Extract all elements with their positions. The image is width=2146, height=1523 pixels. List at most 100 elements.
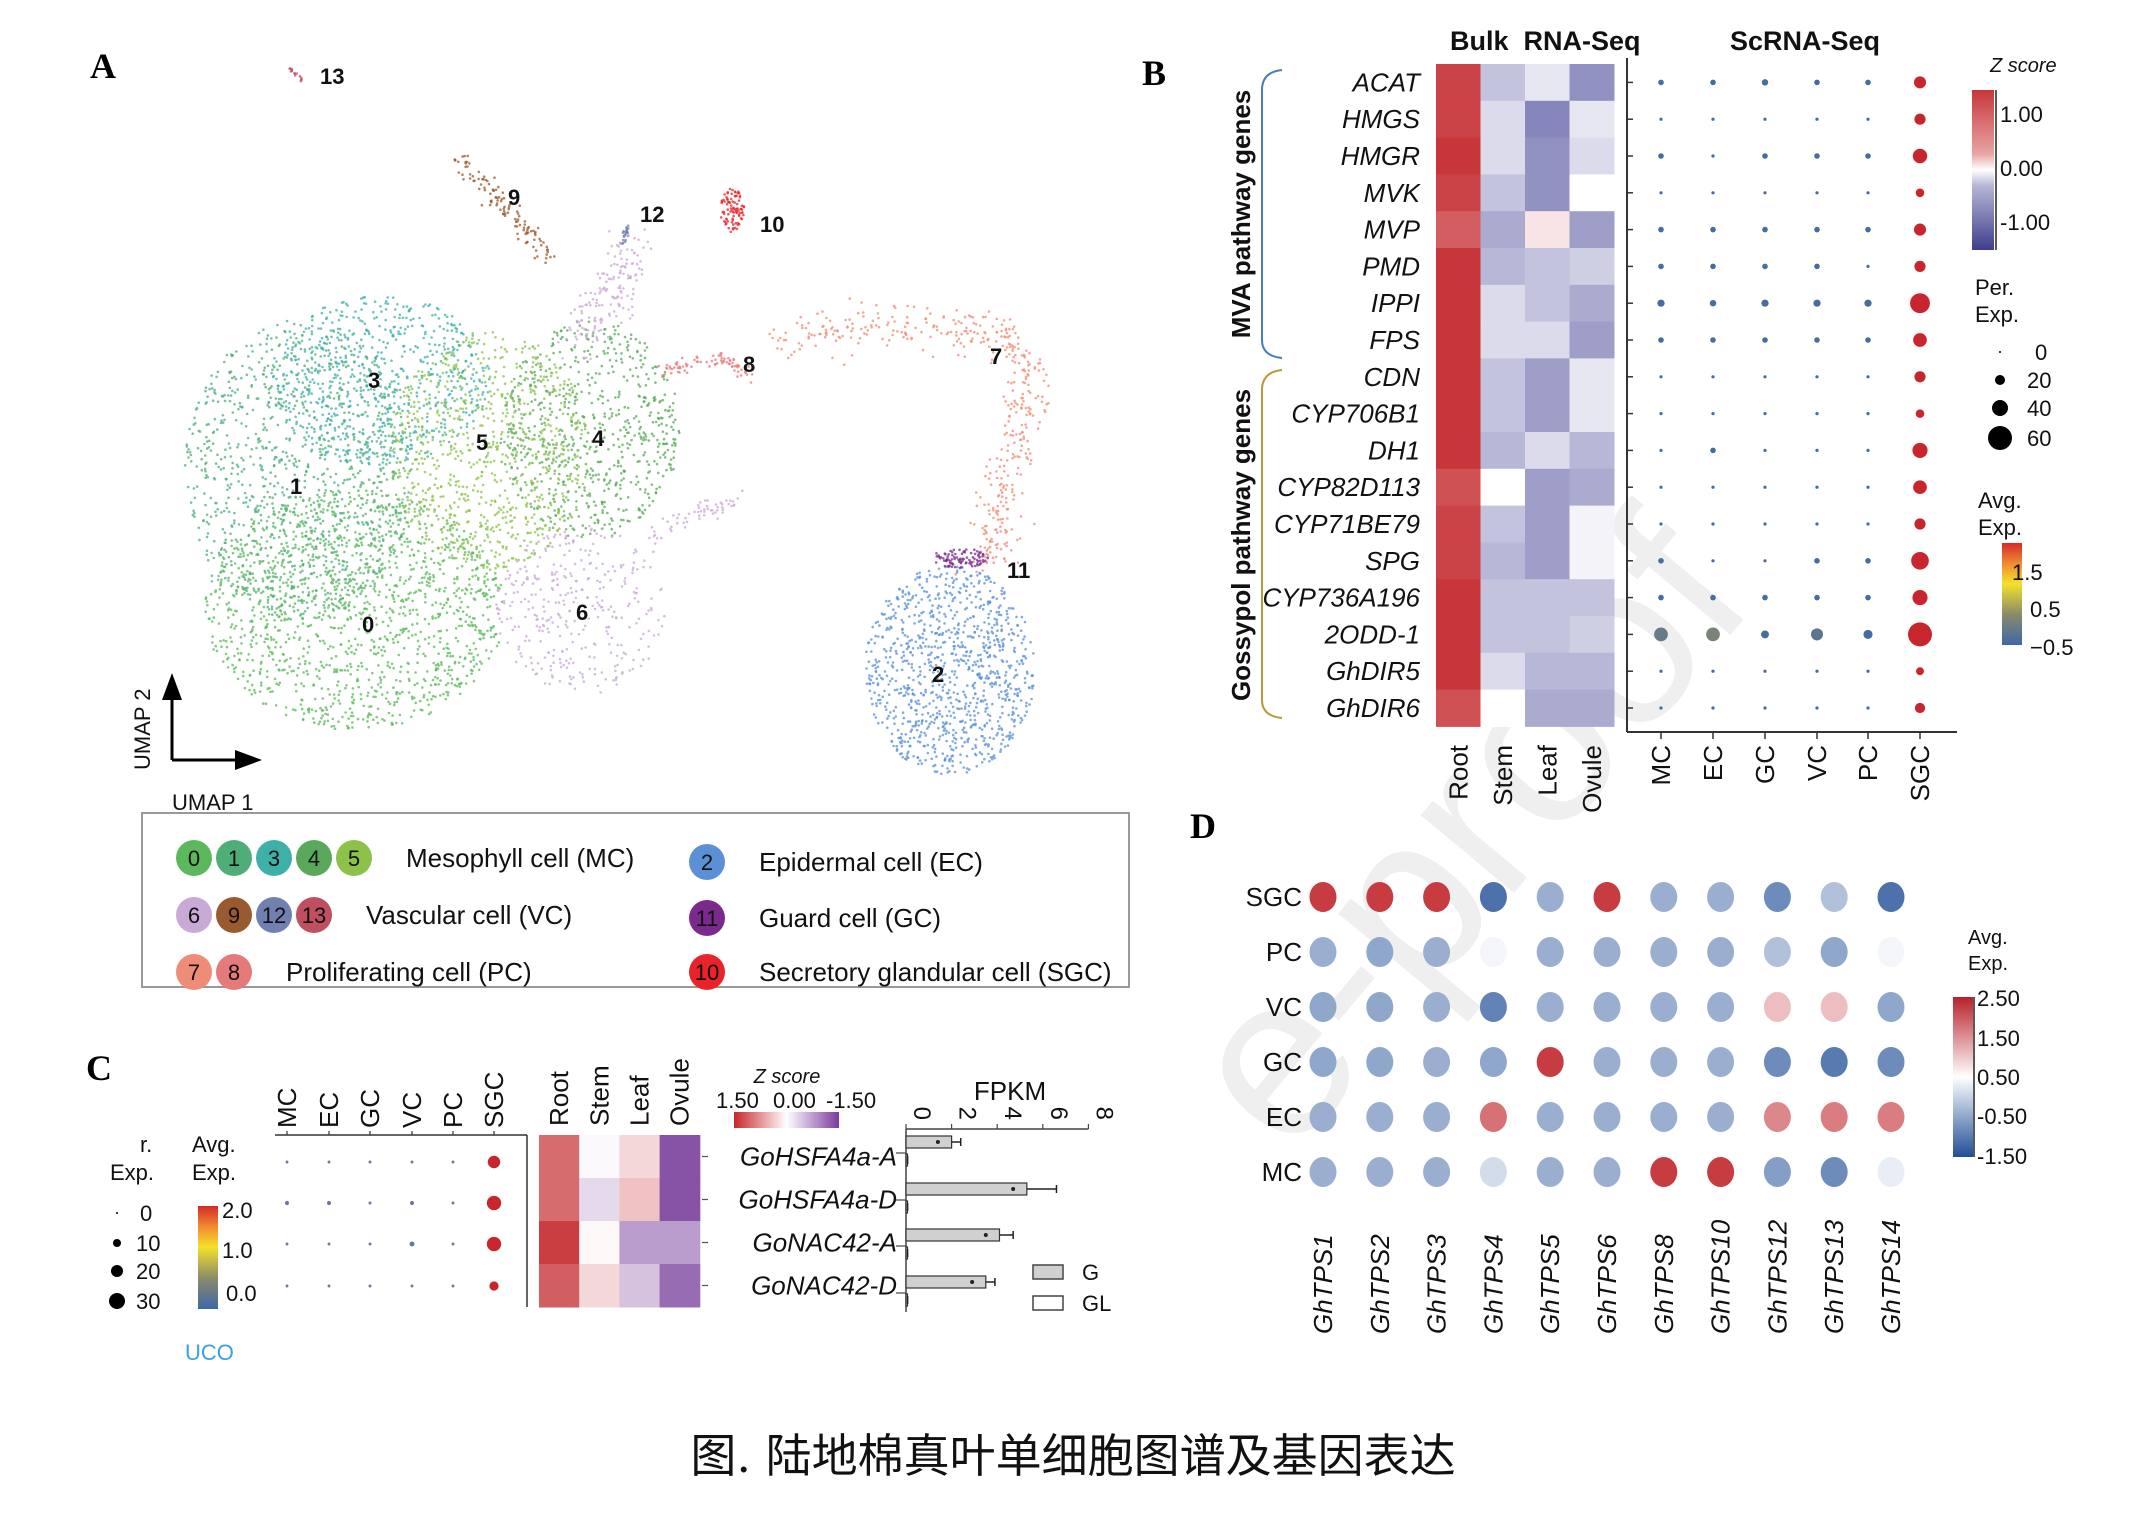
- d-dot: [1593, 1102, 1621, 1132]
- legend-swatch-10: [689, 954, 725, 990]
- d-dot: [1877, 937, 1905, 967]
- umap-cluster-7-points: [768, 297, 1050, 576]
- d-dot: [1309, 937, 1337, 967]
- dotplot-point: [1711, 485, 1715, 489]
- d-colorbar-tick: -1.50: [1977, 1144, 2027, 1169]
- d-dot: [1423, 992, 1451, 1022]
- zscore-legend-title: Z score: [1989, 55, 2057, 77]
- umap-cluster-6-points: [557, 228, 653, 361]
- dotplot-point: [1763, 375, 1767, 379]
- d-dot: [1650, 937, 1678, 967]
- heatmap-cell: [1436, 505, 1481, 543]
- heatmap-cell: [1436, 542, 1481, 580]
- dotplot-point: [1763, 522, 1767, 526]
- d-celltype-label: EC: [1266, 1102, 1302, 1132]
- d-dot: [1536, 992, 1564, 1022]
- dotplot-point: [1814, 594, 1820, 601]
- d-gene-label: GhTPS14: [1876, 1220, 1906, 1334]
- gene-label: CYP736A196: [1262, 583, 1420, 613]
- c-dotplot: [284, 1155, 502, 1291]
- c-heatmap-cell: [619, 1264, 661, 1308]
- dotplot-point: [1710, 337, 1716, 343]
- d-avg-exp-title: Exp.: [1968, 953, 2008, 975]
- dotplot-point: [1658, 337, 1664, 343]
- legend-swatch-0: [176, 840, 212, 876]
- d-dot: [1366, 1102, 1394, 1132]
- celltype-label: PC: [1853, 745, 1883, 781]
- d-dot: [1707, 1157, 1735, 1187]
- dotplot-point: [1654, 627, 1668, 642]
- umap-cluster-5-points: [391, 331, 591, 571]
- heatmap-cell: [1436, 137, 1481, 175]
- d-dot: [1877, 1047, 1905, 1077]
- heatmap-cell: [1480, 211, 1526, 249]
- c-tissue-label: Leaf: [625, 1075, 655, 1126]
- heatmap-cell: [1480, 652, 1526, 691]
- legend-swatch-number: 13: [302, 903, 326, 928]
- c-dotplot-point: [451, 1160, 455, 1164]
- bulk-gene-labels: ACAT HMGS HMGR MVK MVP PMD IPPI FPS CDN CYP706B1 D…: [1262, 67, 1633, 723]
- d-dot: [1536, 882, 1564, 912]
- heatmap-cell: [1569, 689, 1615, 727]
- dotplot-point: [1659, 485, 1663, 489]
- d-dot: [1479, 882, 1507, 912]
- d-dot: [1423, 882, 1451, 912]
- heatmap-cell: [1436, 468, 1481, 507]
- c-size-legend-tick: 30: [136, 1289, 160, 1314]
- legend-swatch-number: 10: [695, 960, 719, 985]
- d-dot: [1366, 937, 1394, 967]
- dotplot-point: [1914, 702, 1926, 714]
- gene-label: ACAT: [1351, 67, 1423, 97]
- replicate-point: [970, 1280, 975, 1284]
- c-zscore-tick: 1.50: [716, 1088, 759, 1113]
- umap-cluster-label-13: 13: [320, 64, 344, 89]
- umap-cluster-label-8: 8: [743, 352, 755, 377]
- dotplot-point: [1711, 411, 1715, 416]
- d-gene-label: GhTPS12: [1762, 1219, 1792, 1334]
- c-size-legend-tick: 20: [136, 1259, 160, 1284]
- umap-cluster-8-points: [657, 351, 754, 384]
- umap-cluster-label-6: 6: [576, 600, 588, 625]
- d-dot: [1366, 1157, 1394, 1187]
- heatmap-cell: [1480, 100, 1526, 139]
- dotplot-point: [1763, 559, 1767, 563]
- c-celltype-labels: MC EC GC VC PC SGC: [272, 1072, 509, 1135]
- d-dot: [1763, 1102, 1791, 1132]
- umap-cluster-label-11: 11: [1007, 558, 1030, 583]
- d-dot: [1763, 992, 1791, 1022]
- c-gene-label: GoNAC42-A: [753, 1228, 898, 1258]
- d-colorbar-tick: 1.50: [1977, 1026, 2020, 1051]
- c-heatmap-cell: [539, 1178, 580, 1222]
- heatmap-cell: [1480, 321, 1526, 359]
- c-fpkm-bar-chart: 0 2 4 6 8: [896, 1107, 1117, 1312]
- d-gene-label: GhTPS6: [1592, 1234, 1622, 1334]
- dotplot-point: [1763, 448, 1767, 453]
- c-dotplot-point: [486, 1236, 502, 1252]
- celltype-label: MC: [1646, 745, 1676, 785]
- c-heatmap-cell: [579, 1135, 620, 1179]
- bulk-tissue-labels: Root Stem Leaf Ovule: [1443, 744, 1607, 813]
- heatmap-cell: [1525, 652, 1570, 691]
- heatmap-cell: [1436, 432, 1481, 470]
- umap-cluster-4-points: [499, 320, 681, 539]
- size-legend-dot: [1999, 351, 2001, 353]
- dotplot-point: [1659, 411, 1663, 416]
- heatmap-cell: [1525, 284, 1570, 323]
- umap-cluster-3-points: [270, 295, 491, 467]
- umap-cluster-label-0: 0: [362, 612, 374, 637]
- heatmap-cell: [1569, 174, 1615, 212]
- d-dot: [1820, 1102, 1848, 1132]
- bulk-heatmap: [1436, 64, 1615, 727]
- c-dotplot-point: [285, 1242, 289, 1246]
- fpkm-tick-label: 2: [954, 1107, 981, 1120]
- umap-cluster-6-points: [648, 489, 744, 553]
- c-heatmap-cell: [659, 1264, 701, 1308]
- dotplot-point: [1864, 299, 1872, 307]
- d-dot: [1536, 1102, 1564, 1132]
- d-dot: [1479, 1102, 1507, 1132]
- c-tissue-labels: Root Stem Leaf Ovule: [544, 1058, 695, 1126]
- dotplot-point: [1865, 79, 1871, 86]
- heatmap-cell: [1569, 248, 1615, 286]
